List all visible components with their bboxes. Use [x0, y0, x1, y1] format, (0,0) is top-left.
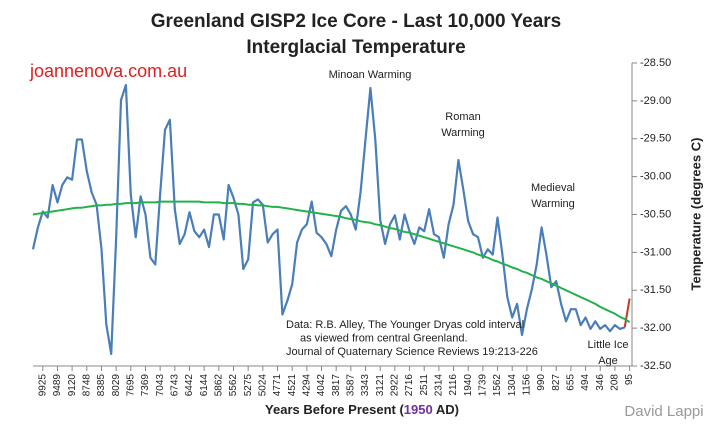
- x-tick-label: 1156: [522, 374, 533, 396]
- x-tick-label: 6144: [199, 374, 210, 397]
- x-tick-label: 3587: [345, 374, 356, 397]
- x-tick-label: 3121: [375, 374, 386, 397]
- series-line: [31, 83, 626, 355]
- x-tick-label: 1304: [507, 374, 518, 397]
- x-tick-label: 4042: [316, 374, 327, 397]
- x-tick-label: 9925: [37, 374, 48, 397]
- annotation: Minoan Warming: [329, 69, 412, 81]
- series-line: [623, 298, 631, 328]
- x-tick-label: 4521: [287, 374, 298, 397]
- annotation: Warming: [441, 127, 485, 139]
- x-axis-label: Years Before Present (1950 AD): [265, 402, 459, 417]
- annotation: Warming: [531, 198, 575, 210]
- x-axis-label-part: Years Before Present (: [265, 402, 404, 417]
- x-tick-label: 2716: [404, 374, 415, 397]
- x-axis-label-part: AD): [433, 402, 459, 417]
- watermark: joannenova.com.au: [29, 61, 187, 81]
- x-tick-label: 4294: [301, 374, 312, 397]
- annotation: Roman: [445, 111, 480, 123]
- y-tick-label: -29.50: [640, 133, 671, 145]
- x-tick-label: 8385: [96, 374, 107, 397]
- x-tick-label: 990: [536, 374, 547, 391]
- x-tick-label: 1562: [492, 374, 503, 397]
- x-tick-label: 2922: [390, 374, 401, 397]
- y-tick-label: -29.00: [640, 95, 671, 107]
- x-tick-label: 346: [595, 374, 606, 391]
- x-tick-label: 9120: [67, 374, 78, 397]
- y-tick-label: -30.00: [640, 171, 671, 183]
- y-tick-label: -32.50: [640, 360, 671, 372]
- x-tick-label: 2511: [419, 374, 430, 396]
- x-tick-label: 2314: [434, 374, 445, 397]
- x-tick-label: 5024: [257, 374, 268, 397]
- annotation: Journal of Quaternary Science Reviews 19…: [286, 346, 538, 358]
- x-tick-label: 95: [624, 374, 635, 386]
- y-tick-label: -30.50: [640, 208, 671, 220]
- series-line: [32, 200, 631, 323]
- x-axis-label-part: 1950: [404, 402, 433, 417]
- annotation: as viewed from central Greenland.: [300, 332, 468, 344]
- y-tick-label: -32.00: [640, 322, 671, 334]
- y-axis-label: Temperature (degrees C): [688, 138, 703, 291]
- x-tick-label: 1739: [478, 374, 489, 397]
- chart-title: Interglacial Temperature: [246, 37, 465, 58]
- x-tick-label: 5275: [243, 374, 254, 397]
- annotation: Age: [598, 355, 618, 367]
- x-tick-label: 2116: [448, 374, 459, 396]
- x-tick-label: 655: [566, 374, 577, 391]
- x-tick-label: 208: [610, 374, 621, 391]
- x-tick-label: 8029: [111, 374, 122, 397]
- x-tick-label: 3817: [331, 374, 342, 397]
- x-tick-label: 5562: [228, 374, 239, 397]
- x-tick-label: 494: [580, 374, 591, 391]
- x-tick-label: 7043: [155, 374, 166, 397]
- x-tick-label: 5862: [213, 374, 224, 397]
- x-tick-label: 7369: [140, 374, 151, 397]
- x-tick-label: 827: [551, 374, 562, 391]
- x-tick-label: 4771: [272, 374, 283, 397]
- credit: David Lappi: [624, 403, 703, 420]
- y-tick-label: -31.00: [640, 246, 671, 258]
- x-tick-label: 9489: [52, 374, 63, 397]
- y-tick-label: -31.50: [640, 284, 671, 296]
- x-tick-label: 3343: [360, 374, 371, 397]
- x-tick-label: 6743: [169, 374, 180, 397]
- annotation: Little Ice: [588, 339, 629, 351]
- x-tick-label: 6442: [184, 374, 195, 397]
- x-tick-label: 1940: [463, 374, 474, 397]
- annotation: Medieval: [531, 182, 575, 194]
- y-tick-label: -28.50: [640, 57, 671, 69]
- chart-title: Greenland GISP2 Ice Core - Last 10,000 Y…: [151, 11, 561, 32]
- x-tick-label: 8748: [81, 374, 92, 397]
- annotation: Data: R.B. Alley, The Younger Dryas cold…: [286, 319, 524, 331]
- x-tick-label: 7695: [125, 374, 136, 397]
